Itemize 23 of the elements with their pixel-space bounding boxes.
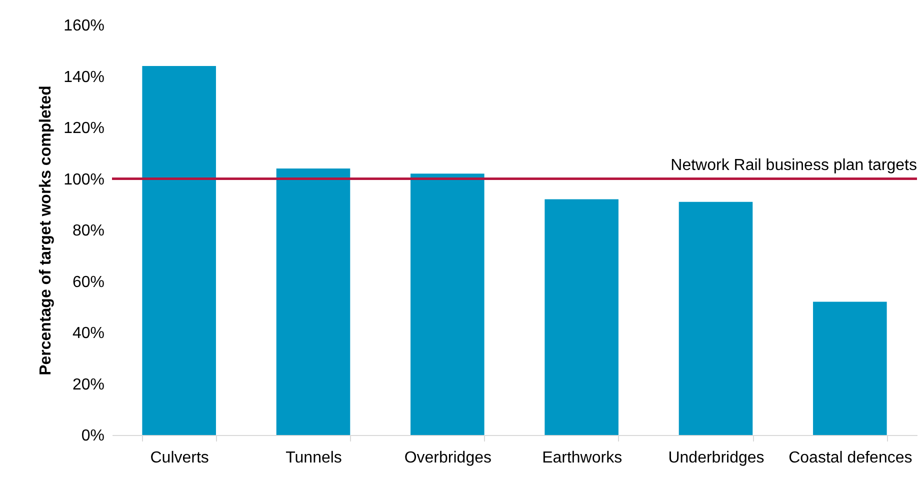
bar	[142, 66, 216, 435]
bar	[813, 302, 887, 435]
y-tick-label: 20%	[72, 376, 104, 394]
bar	[678, 202, 753, 435]
y-tick-label: 120%	[64, 120, 104, 137]
y-tick-label: 100%	[64, 171, 104, 188]
bar	[276, 168, 350, 435]
y-tick-label: 60%	[72, 274, 104, 291]
x-tick-label: Coastal defences	[788, 450, 912, 466]
y-axis-title: Percentage of target works completed	[38, 86, 55, 376]
bar	[544, 199, 618, 435]
y-tick-label: 80%	[72, 222, 104, 240]
y-tick-label: 40%	[72, 325, 104, 342]
x-tick-label: Culverts	[150, 450, 209, 466]
x-tick-label: Tunnels	[286, 450, 342, 466]
x-tick-label: Overbridges	[404, 450, 492, 466]
ref-line-label: Network Rail business plan targets	[670, 156, 917, 174]
bar	[410, 174, 484, 435]
y-tick-label: 0%	[81, 428, 104, 444]
x-tick-label: Underbridges	[668, 450, 764, 466]
y-tick-label: 140%	[64, 68, 104, 86]
x-tick-label: Earthworks	[542, 450, 622, 466]
y-tick-label: 160%	[64, 18, 104, 34]
